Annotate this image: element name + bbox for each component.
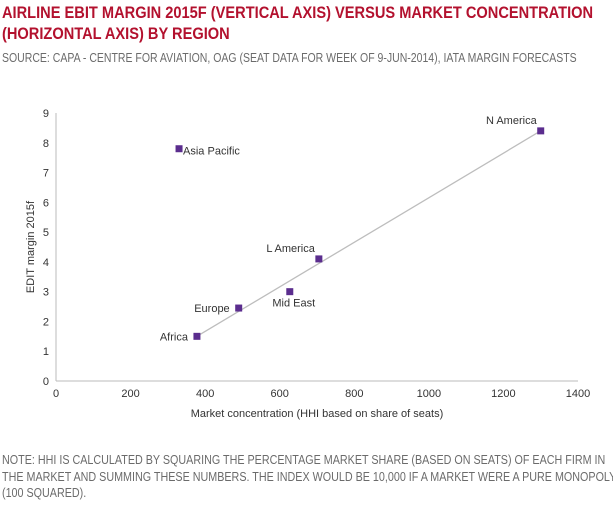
- y-tick-labels: 0 1 2 3 4 5 6 7 8 9: [43, 108, 49, 388]
- footnote-line-1: NOTE: HHI IS CALCULATED BY SQUARING THE …: [2, 453, 606, 467]
- footnote: NOTE: HHI IS CALCULATED BY SQUARING THE …: [2, 452, 613, 502]
- footnote-line-3: (100 SQUARED).: [2, 486, 87, 500]
- y-tick-label: 6: [43, 197, 49, 209]
- y-tick-label: 2: [43, 316, 49, 328]
- y-tick-label: 8: [43, 138, 49, 150]
- y-tick-label: 7: [43, 168, 49, 180]
- chart-title-line-1: AIRLINE EBIT MARGIN 2015F (VERTICAL AXIS…: [2, 3, 594, 22]
- x-tick-label: 200: [121, 388, 139, 400]
- data-point-label: N America: [486, 115, 538, 127]
- x-tick-label: 1200: [491, 388, 515, 400]
- y-tick-label: 9: [43, 108, 49, 120]
- data-point-labels: N America Asia Pacific L America Mid East Eu…: [160, 115, 538, 343]
- x-tick-label: 400: [196, 388, 214, 400]
- x-tick-label: 600: [271, 388, 289, 400]
- data-point-label: Europe: [194, 303, 229, 315]
- data-point-marker: [286, 288, 294, 296]
- x-tick-labels: 0 200 400 600 800 1000 1200 1400: [53, 388, 590, 400]
- y-tick-label: 1: [43, 346, 49, 358]
- data-point-label: L America: [266, 243, 315, 255]
- x-tick-label: 800: [345, 388, 363, 400]
- data-points: [175, 127, 545, 340]
- y-axis-label: EDIT margin 2015f: [25, 200, 37, 293]
- footnote-line-2: THE MARKET AND SUMMING THESE NUMBERS. TH…: [2, 469, 613, 484]
- data-point-marker: [193, 332, 201, 340]
- data-point-marker: [235, 304, 243, 312]
- y-tick-label: 0: [43, 376, 49, 388]
- chart-axes: [55, 113, 578, 382]
- data-point-marker: [537, 127, 545, 135]
- data-point-marker: [315, 255, 323, 263]
- chart-title: AIRLINE EBIT MARGIN 2015F (VERTICAL AXIS…: [2, 2, 594, 44]
- chart-title-line-2: (HORIZONTAL AXIS) BY REGION: [2, 24, 230, 43]
- x-tick-label: 1000: [417, 388, 441, 400]
- x-tick-label: 1400: [566, 388, 590, 400]
- y-tick-label: 4: [43, 257, 49, 269]
- chart-source: SOURCE: CAPA - CENTRE FOR AVIATION, OAG …: [2, 51, 577, 65]
- trendline: [196, 130, 542, 337]
- y-tick-label: 3: [43, 287, 49, 299]
- data-point-marker: [175, 145, 183, 153]
- data-point-label: Africa: [160, 331, 189, 343]
- x-axis-label: Market concentration (HHI based on share…: [191, 408, 444, 420]
- y-tick-label: 5: [43, 227, 49, 239]
- data-point-label: Mid East: [272, 298, 315, 310]
- data-point-label: Asia Pacific: [183, 146, 240, 158]
- x-tick-label: 0: [53, 388, 59, 400]
